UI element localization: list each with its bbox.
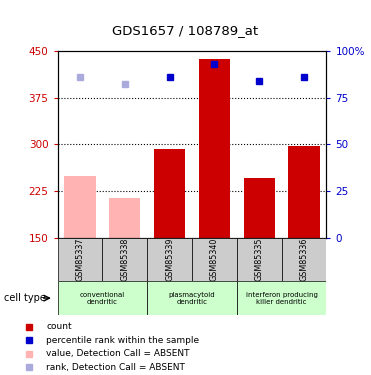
Text: plasmacytoid
dendritic: plasmacytoid dendritic	[169, 292, 215, 304]
Bar	[58, 238, 102, 281]
Text: percentile rank within the sample: percentile rank within the sample	[46, 336, 200, 345]
Text: GSM85340: GSM85340	[210, 238, 219, 281]
Text: value, Detection Call = ABSENT: value, Detection Call = ABSENT	[46, 350, 190, 358]
Bar	[154, 149, 185, 238]
Bar	[243, 177, 275, 238]
Bar	[288, 146, 320, 238]
Bar	[109, 198, 141, 238]
Text: GSM85337: GSM85337	[75, 238, 85, 281]
Text: GSM85335: GSM85335	[255, 238, 264, 281]
Bar	[58, 281, 147, 315]
Bar	[192, 238, 237, 281]
Text: GSM85339: GSM85339	[165, 238, 174, 281]
Bar	[147, 238, 192, 281]
Text: rank, Detection Call = ABSENT: rank, Detection Call = ABSENT	[46, 363, 186, 372]
Bar	[282, 238, 326, 281]
Bar	[64, 176, 96, 238]
Bar	[237, 238, 282, 281]
Text: interferon producing
killer dendritic: interferon producing killer dendritic	[246, 292, 318, 304]
Text: GSM85336: GSM85336	[299, 238, 309, 281]
Bar	[199, 59, 230, 238]
Text: count: count	[46, 322, 72, 331]
Text: cell type: cell type	[4, 293, 46, 303]
Bar	[147, 281, 237, 315]
Bar	[102, 238, 147, 281]
Bar	[237, 281, 326, 315]
Text: GSM85338: GSM85338	[120, 238, 129, 281]
Text: GDS1657 / 108789_at: GDS1657 / 108789_at	[112, 24, 259, 38]
Text: conventional
dendritic: conventional dendritic	[80, 292, 125, 304]
